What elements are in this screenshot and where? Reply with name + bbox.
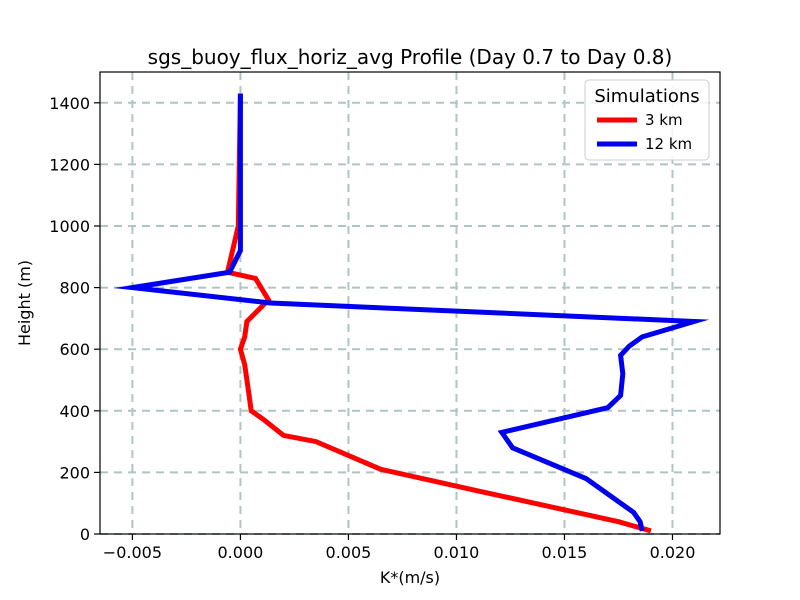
y-tick-label: 1200 [49,155,90,174]
x-tick-label: 0.020 [650,543,696,562]
series-3km-line [224,93,652,534]
series-layer [113,93,710,534]
y-tick-label: 1400 [49,94,90,113]
series-12km-line [113,93,710,532]
y-tick-label: 1000 [49,217,90,236]
plot-frame [99,71,721,535]
legend: Simulations 3 km 12 km [584,79,710,161]
y-tick-label: 800 [59,279,90,298]
y-tick-label: 400 [59,402,90,421]
x-tick-label: −0.005 [103,543,162,562]
chart-title: sgs_buoy_flux_horiz_avg Profile (Day 0.7… [148,45,673,69]
x-axis-label: K*(m/s) [380,568,440,587]
x-tick-label: 0.000 [218,543,264,562]
legend-label-12km: 12 km [645,135,692,153]
y-tick-label: 600 [59,340,90,359]
legend-label-3km: 3 km [645,111,683,129]
legend-title: Simulations [594,86,699,107]
x-tick-label: 0.010 [434,543,480,562]
x-tick-label: 0.005 [326,543,372,562]
x-tick-label: 0.015 [542,543,588,562]
ticks: −0.005 0.000 0.005 0.010 0.015 0.020 0 200 400 60… [49,94,695,562]
y-axis-label: Height (m) [15,260,34,346]
y-tick-label: 200 [59,463,90,482]
legend-box [584,79,710,161]
y-tick-label: 0 [80,525,90,544]
